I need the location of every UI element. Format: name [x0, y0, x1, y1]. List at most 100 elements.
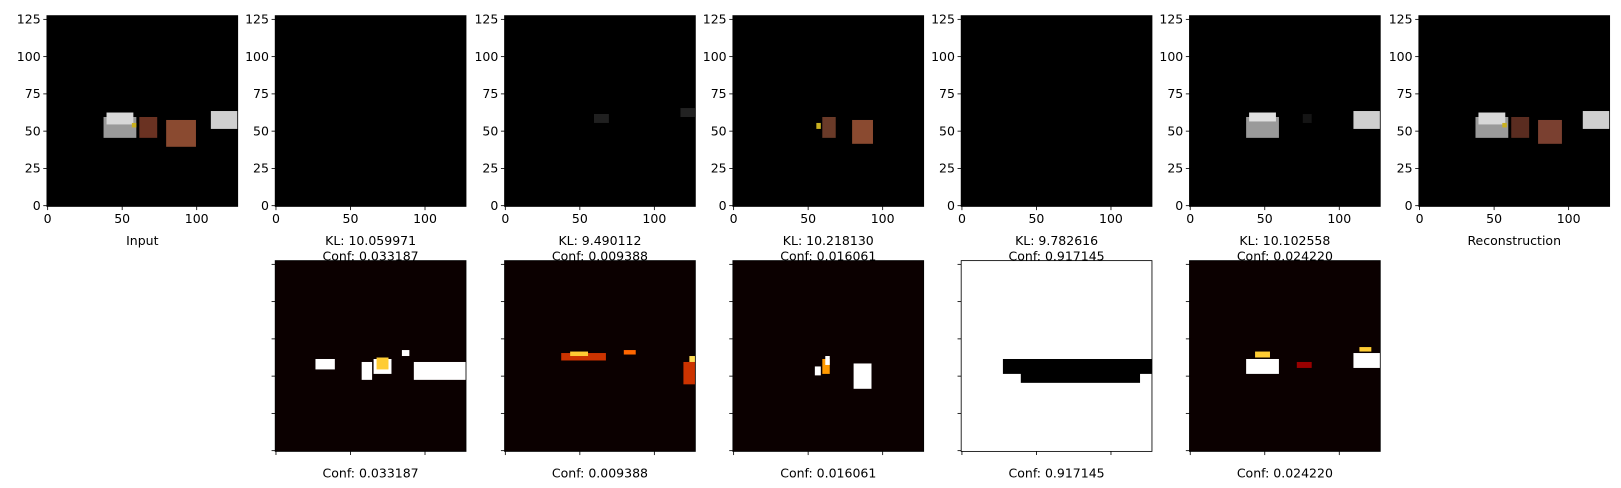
y-tick-label: 100: [703, 49, 727, 64]
x-tick-label: 50: [800, 211, 816, 226]
image-background: [732, 15, 924, 207]
axes-frame: [732, 15, 925, 207]
image-region: [376, 357, 389, 370]
image-region: [689, 356, 696, 362]
x-tick-label: 50: [1486, 211, 1502, 226]
y-tick-label: 100: [1159, 49, 1183, 64]
mask-caption: Conf: 0.016061: [780, 465, 876, 480]
y-tick-label: 125: [474, 12, 498, 27]
kl-caption: KL: 9.782616: [1015, 233, 1098, 248]
image-region: [1511, 116, 1530, 138]
y-tick-label: 0: [1405, 198, 1413, 213]
x-tick-label: 50: [1257, 211, 1273, 226]
y-tick-label: 50: [1397, 123, 1413, 138]
y-tick-label: 25: [1167, 161, 1183, 176]
kl-caption: KL: 10.059971: [325, 233, 416, 248]
image-background: [1189, 15, 1381, 207]
x-tick-label: 100: [1099, 211, 1123, 226]
y-tick-label: 100: [931, 49, 955, 64]
y-tick-label: 0: [33, 198, 41, 213]
y-tick-label: 0: [490, 198, 498, 213]
image-region: [1249, 112, 1276, 122]
axes-frame: [46, 15, 239, 207]
image-region: [593, 114, 609, 123]
image-background: [275, 260, 466, 452]
mask-caption: Conf: 0.024220: [1237, 465, 1333, 480]
x-tick-label: 0: [44, 211, 52, 226]
axes-frame: [960, 260, 1153, 452]
x-tick-label: 0: [272, 211, 280, 226]
conf-caption: Conf: 0.033187: [323, 249, 419, 264]
axes-frame: [274, 15, 467, 207]
axes-frame: [1189, 15, 1381, 207]
y-tick-label: 75: [711, 86, 727, 101]
y-tick-label: 0: [947, 198, 955, 213]
image-region: [1353, 353, 1381, 368]
conf-caption: Conf: 0.016061: [780, 249, 876, 264]
x-tick-label: 100: [871, 211, 895, 226]
image-region: [401, 350, 410, 357]
image-region: [106, 112, 134, 125]
image-background: [732, 260, 924, 452]
image-region: [131, 122, 137, 128]
mask-caption: Conf: 0.033187: [323, 465, 419, 480]
image-region: [139, 116, 158, 138]
image-region: [570, 351, 589, 357]
image-region: [822, 116, 836, 138]
x-tick-label: 50: [1028, 211, 1044, 226]
image-region: [1359, 347, 1372, 352]
y-tick-label: 50: [939, 123, 955, 138]
y-tick-label: 25: [253, 161, 269, 176]
image-region: [561, 353, 606, 361]
image-region: [1582, 111, 1610, 129]
axes-frame: [274, 260, 467, 452]
x-tick-label: 0: [958, 211, 966, 226]
image-region: [1302, 114, 1312, 123]
image-background: [275, 15, 466, 207]
y-tick-label: 125: [931, 12, 955, 27]
y-tick-label: 25: [482, 161, 498, 176]
y-tick-label: 25: [25, 161, 41, 176]
image-region: [680, 108, 696, 117]
image-region: [822, 358, 830, 374]
kl-caption: KL: 10.218130: [783, 233, 874, 248]
image-background: [1189, 260, 1381, 452]
axes-frame: [960, 15, 1153, 207]
kl-caption: KL: 10.102558: [1239, 233, 1330, 248]
image-background: [961, 260, 1152, 452]
image-region: [315, 358, 335, 370]
image-region: [853, 363, 872, 389]
image-region: [1246, 116, 1279, 138]
image-region: [683, 361, 696, 385]
panel-caption: Input: [126, 233, 158, 248]
image-region: [852, 119, 873, 144]
image-region: [1255, 351, 1270, 358]
x-tick-label: 100: [1327, 211, 1351, 226]
axes-frame: [1418, 15, 1611, 207]
y-tick-label: 25: [711, 161, 727, 176]
y-tick-label: 75: [253, 86, 269, 101]
x-tick-label: 50: [343, 211, 359, 226]
axes-frame: [504, 15, 696, 207]
y-tick-label: 25: [939, 161, 955, 176]
x-tick-label: 100: [1557, 211, 1581, 226]
image-region: [210, 111, 238, 129]
conf-caption: Conf: 0.917145: [1009, 249, 1105, 264]
image-region: [1246, 358, 1279, 374]
y-tick-label: 50: [482, 123, 498, 138]
mask-caption: Conf: 0.009388: [552, 465, 648, 480]
y-tick-label: 50: [253, 123, 269, 138]
image-region: [816, 122, 821, 129]
image-region: [1296, 361, 1312, 368]
y-tick-label: 25: [1397, 161, 1413, 176]
y-tick-label: 0: [261, 198, 269, 213]
y-tick-label: 0: [1175, 198, 1183, 213]
conf-caption: Conf: 0.009388: [552, 249, 648, 264]
y-tick-label: 100: [17, 49, 41, 64]
y-tick-label: 50: [711, 123, 727, 138]
y-tick-label: 75: [1397, 86, 1413, 101]
image-region: [413, 361, 466, 380]
y-tick-label: 50: [1167, 123, 1183, 138]
